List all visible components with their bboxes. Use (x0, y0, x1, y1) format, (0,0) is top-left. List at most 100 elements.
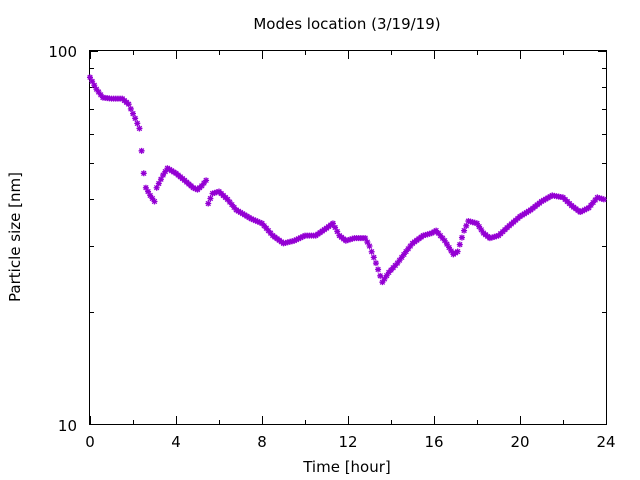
data-point (538, 198, 545, 205)
data-point (458, 234, 465, 241)
data-point (226, 199, 233, 206)
data-point (540, 197, 547, 204)
data-point (134, 120, 141, 127)
data-point (594, 194, 601, 201)
data-point (456, 241, 463, 248)
data-point (228, 201, 235, 208)
data-point (368, 248, 375, 255)
data-point (377, 272, 384, 279)
data-point (263, 225, 270, 232)
data-point (147, 192, 154, 199)
data-point (97, 91, 104, 98)
data-point (587, 202, 594, 209)
data-point (463, 222, 470, 229)
data-point (407, 243, 414, 250)
data-point (291, 237, 298, 244)
data-point (579, 207, 586, 214)
data-point (149, 195, 156, 202)
data-point (132, 115, 139, 122)
data-point (140, 170, 147, 177)
data-points (87, 74, 607, 286)
axis-ticks (90, 51, 607, 425)
data-point (364, 239, 371, 246)
data-point (89, 78, 96, 85)
data-point (91, 82, 98, 89)
data-point (151, 198, 158, 205)
data-point (448, 247, 455, 254)
data-point (127, 105, 134, 112)
data-point (372, 260, 379, 267)
data-point (125, 101, 132, 108)
x-tick-label: 24 (596, 433, 615, 451)
data-point (596, 195, 603, 202)
data-point (583, 205, 590, 212)
data-point (334, 228, 341, 235)
data-point (297, 234, 304, 241)
data-point (441, 237, 448, 244)
data-point (256, 219, 263, 226)
y-tick-label-100: 100 (48, 43, 77, 61)
data-point (581, 206, 588, 213)
data-point (443, 241, 450, 248)
data-point (370, 254, 377, 261)
data-point (250, 216, 257, 223)
data-point (400, 251, 407, 258)
data-point (254, 218, 261, 225)
data-point (433, 227, 440, 234)
data-point (396, 257, 403, 264)
data-point (293, 236, 300, 243)
data-point (439, 235, 446, 242)
data-point (577, 209, 584, 216)
x-tick-label: 4 (171, 433, 181, 451)
data-point (138, 147, 145, 154)
x-tick-labels: 0 4 8 12 16 20 24 (85, 433, 615, 451)
data-point (437, 232, 444, 239)
x-tick-label: 12 (338, 433, 357, 451)
data-point (375, 266, 382, 273)
data-point (547, 193, 554, 200)
y-axis-label: Particle size [nm] (6, 172, 24, 302)
x-axis-label: Time [hour] (302, 458, 391, 476)
data-point (474, 220, 480, 227)
data-point (446, 244, 453, 251)
data-point (162, 168, 169, 175)
data-point (87, 74, 93, 81)
data-point (590, 199, 597, 206)
x-tick-label: 8 (257, 433, 267, 451)
data-point (585, 204, 592, 211)
data-point (366, 243, 373, 250)
data-point (200, 180, 207, 187)
data-point (379, 279, 386, 286)
chart-title: Modes location (3/19/19) (253, 15, 440, 33)
data-point (383, 272, 390, 279)
data-point (203, 177, 210, 184)
data-point (205, 200, 212, 207)
x-tick-label: 20 (510, 433, 529, 451)
data-point (224, 196, 231, 203)
data-point (398, 254, 405, 261)
data-point (362, 235, 369, 242)
data-point (592, 197, 599, 203)
data-point (153, 184, 160, 191)
data-point (598, 195, 605, 202)
data-point (160, 172, 167, 179)
data-point (93, 86, 100, 93)
data-point (155, 180, 162, 187)
data-point (130, 110, 136, 117)
data-point (198, 182, 205, 189)
data-point (394, 260, 401, 267)
y-tick-label-10: 10 (58, 417, 77, 435)
data-point (95, 88, 102, 95)
data-point (403, 248, 410, 255)
x-tick-label: 0 (85, 433, 95, 451)
data-point (259, 220, 265, 227)
data-point (299, 233, 306, 240)
data-point (600, 196, 607, 203)
data-point (454, 248, 461, 255)
data-point (252, 217, 259, 224)
data-point (405, 245, 412, 252)
data-point (145, 188, 152, 195)
data-point (231, 204, 238, 211)
data-point (192, 185, 199, 192)
